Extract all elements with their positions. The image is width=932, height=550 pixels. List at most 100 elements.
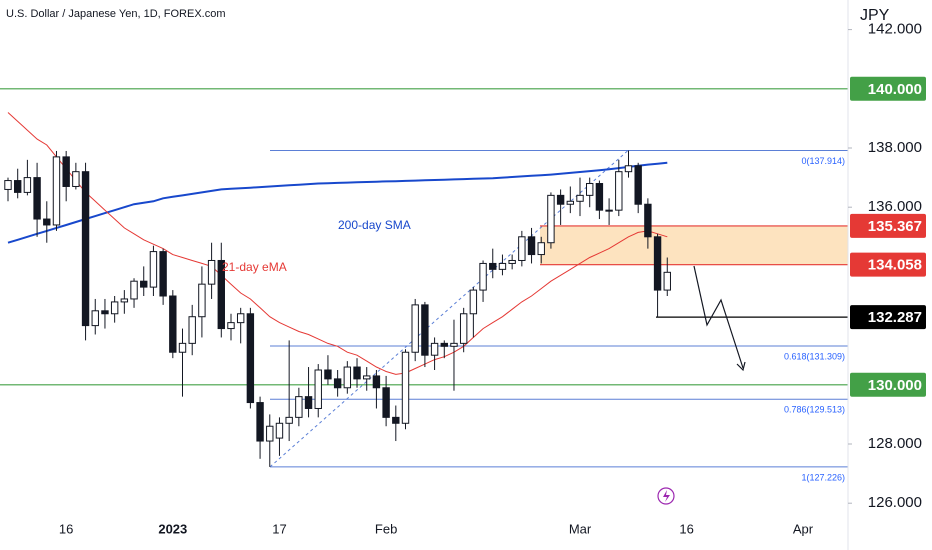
event-icon[interactable] <box>657 487 675 505</box>
candle-body <box>275 422 284 439</box>
indicator-line <box>7 161 668 244</box>
fib-label: 0.618(131.309) <box>784 351 845 361</box>
candle-body <box>450 342 458 347</box>
candle-body <box>120 298 129 303</box>
candle-body <box>605 209 613 212</box>
fib-label: 0(137.914) <box>801 156 845 166</box>
level-label: 130.000 <box>868 377 922 394</box>
projection-arrowhead <box>736 361 746 372</box>
candle-body <box>595 183 604 211</box>
level-badge <box>850 76 926 101</box>
candle-body <box>4 180 12 190</box>
candle-body <box>285 416 293 424</box>
candle-body <box>615 171 623 211</box>
chart-title: U.S. Dollar / Japanese Yen, 1D, FOREX.co… <box>6 8 226 20</box>
x-tick-label: 2023 <box>158 521 187 536</box>
sma-annotation: 200-day SMA <box>338 218 411 232</box>
candle-body <box>159 251 167 297</box>
candle-body <box>324 369 332 380</box>
candle-body <box>401 351 410 424</box>
candle-body <box>556 194 565 205</box>
level-label: 140.000 <box>868 81 922 98</box>
candle-body <box>479 262 487 291</box>
candle-body <box>81 171 90 327</box>
level-label: 134.058 <box>868 257 922 274</box>
candle-body <box>295 396 303 418</box>
x-tick-label: 16 <box>59 521 73 536</box>
candle-body <box>537 242 545 256</box>
event-bolt <box>663 490 670 502</box>
level-badge <box>850 372 926 397</box>
candle-body <box>101 310 109 315</box>
candle-body <box>576 194 584 202</box>
level-badge <box>850 252 926 277</box>
candle-body <box>459 313 468 344</box>
candle-body <box>372 375 381 389</box>
candle-body <box>207 259 216 285</box>
candle-body <box>363 375 371 380</box>
y-tick-label: 128.000 <box>868 435 922 452</box>
candle-body <box>498 262 507 270</box>
candle-body <box>130 280 138 300</box>
fib-label: 0.786(129.513) <box>784 405 845 415</box>
candle-body <box>440 342 448 347</box>
candle-body <box>169 295 177 353</box>
axis-unit: JPY <box>860 7 890 24</box>
candle-body <box>52 156 61 226</box>
candle-body <box>72 171 80 187</box>
ema-annotation: 21-day eMA <box>222 260 287 274</box>
candle-body <box>644 203 652 238</box>
y-tick-label: 142.000 <box>868 21 922 38</box>
candle-body <box>586 183 594 196</box>
candle-body <box>353 366 361 380</box>
candle-body <box>188 316 196 344</box>
candle-body <box>304 396 313 409</box>
candle-body <box>518 236 526 261</box>
candle-body <box>527 236 536 256</box>
candle-body <box>149 251 158 288</box>
x-tick-label: Feb <box>375 521 397 536</box>
x-tick-label: 16 <box>679 521 693 536</box>
y-tick-label: 126.000 <box>868 494 922 511</box>
candle-body <box>547 194 555 244</box>
candle-body <box>508 259 516 264</box>
supply-zone <box>540 225 848 265</box>
projection-path <box>693 265 744 369</box>
candle-body <box>411 304 419 353</box>
level-badge <box>850 213 926 238</box>
candle-body <box>246 313 255 404</box>
candle-body <box>140 280 148 288</box>
indicator-line <box>7 112 668 375</box>
y-tick-label: 138.000 <box>868 139 922 156</box>
candle-body <box>217 259 225 330</box>
candle-body <box>489 262 497 270</box>
candle-body <box>314 369 322 409</box>
y-tick-label: 136.000 <box>868 198 922 215</box>
candle-body <box>13 180 22 193</box>
candle-body <box>634 165 642 205</box>
x-tick-label: 17 <box>272 521 286 536</box>
x-tick-label: Mar <box>569 521 592 536</box>
candle-body <box>23 177 32 193</box>
level-badge <box>850 305 926 330</box>
candle-body <box>343 366 352 389</box>
candle-body <box>469 289 478 315</box>
candle-body <box>333 378 342 389</box>
candle-body <box>227 322 235 330</box>
candle-body <box>566 200 575 205</box>
candle-body <box>110 301 119 315</box>
fib-label: 1(127.226) <box>801 472 845 482</box>
candle-body <box>33 177 41 220</box>
plot-area <box>0 88 848 468</box>
candle-body <box>653 236 662 291</box>
level-label: 135.367 <box>868 218 922 235</box>
candle-body <box>421 304 429 356</box>
candle-body <box>624 165 633 173</box>
candle-body <box>663 271 671 291</box>
candle-body <box>236 313 245 324</box>
candle-body <box>178 342 187 353</box>
candle-body <box>256 402 264 442</box>
x-tick-label: Apr <box>793 521 814 536</box>
